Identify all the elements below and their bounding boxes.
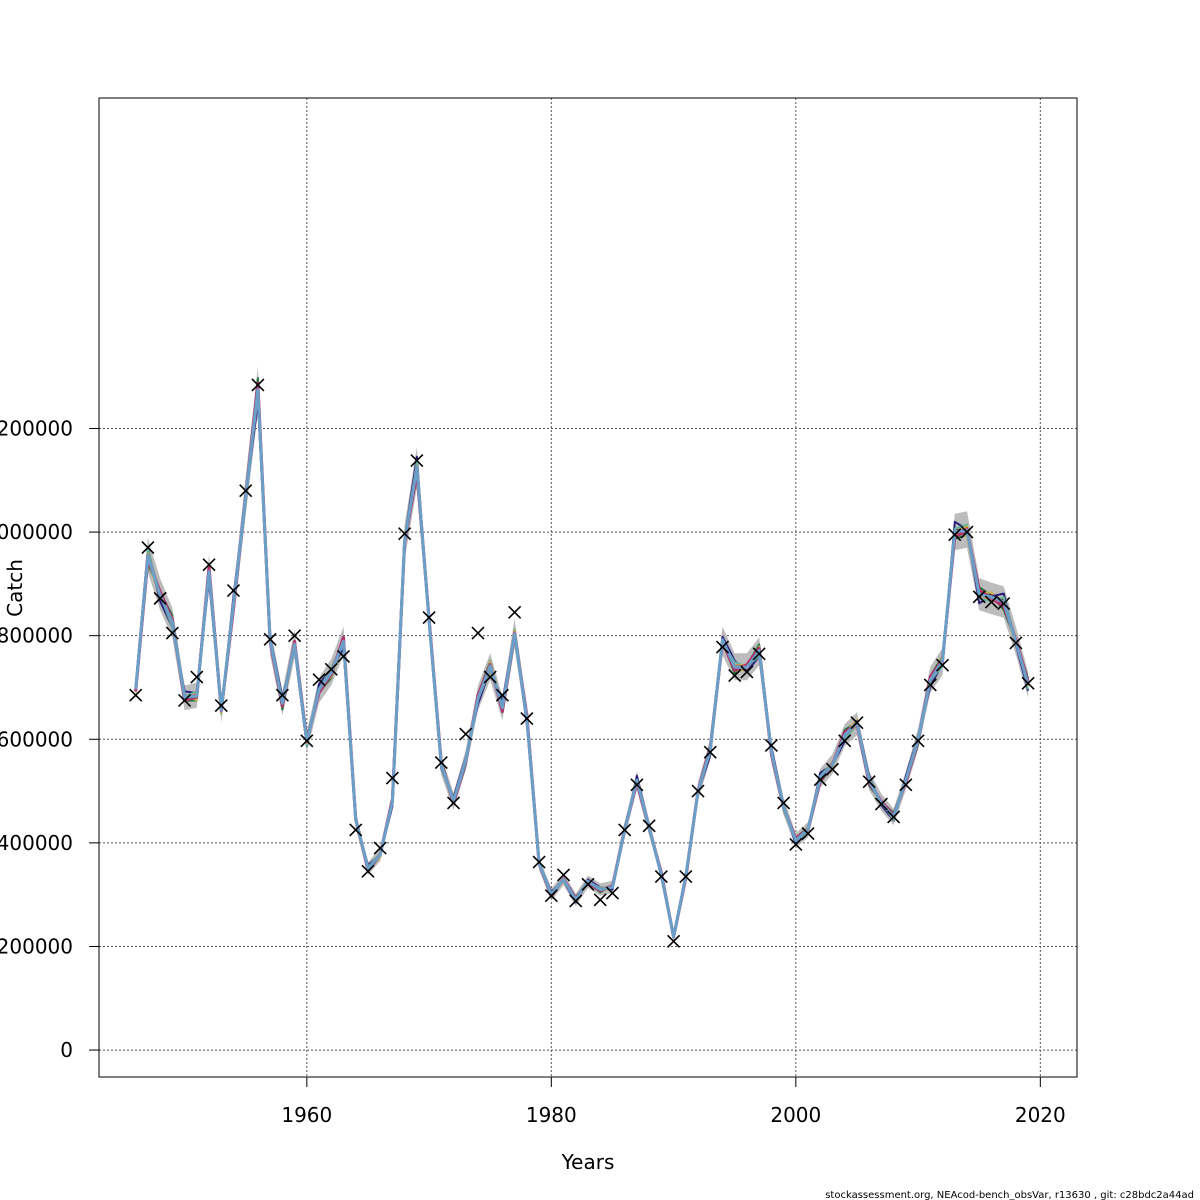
observed-point: [1009, 636, 1023, 650]
footer-credit: stockassessment.org, NEAcod-bench_obsVar…: [825, 1190, 1194, 1200]
observed-point: [679, 869, 693, 884]
observed-point: [398, 527, 412, 541]
observed-point: [740, 665, 754, 679]
observed-point: [777, 796, 791, 810]
observed-markers-layer: [129, 378, 1035, 948]
observed-point: [923, 678, 937, 692]
observed-point: [654, 869, 668, 884]
observed-point: [667, 934, 681, 948]
observed-point: [752, 647, 766, 661]
observed-point: [715, 640, 730, 654]
y-tick-label: 400000: [0, 831, 73, 855]
observed-point: [948, 528, 962, 542]
observed-point: [630, 778, 644, 792]
observed-point: [226, 584, 241, 598]
x-tick-label: 2020: [1015, 1103, 1066, 1127]
observed-point: [911, 734, 925, 748]
observed-point: [935, 658, 950, 672]
observed-point: [300, 734, 314, 748]
observed-point: [141, 541, 155, 555]
y-tick-label: 1000000: [0, 520, 73, 544]
observed-point: [349, 823, 363, 837]
grid-layer: [99, 98, 1077, 1077]
y-tick-label: 1200000: [0, 416, 73, 440]
observed-point: [434, 756, 448, 770]
y-axis-title: Catch: [3, 559, 27, 617]
observed-point: [618, 823, 632, 837]
observed-point: [887, 810, 901, 824]
observed-point: [532, 855, 546, 869]
observed-point: [605, 886, 620, 900]
observed-point: [520, 711, 534, 726]
observed-point: [251, 378, 265, 392]
observed-point: [703, 745, 717, 759]
observed-point: [556, 868, 571, 882]
observed-point: [972, 590, 986, 604]
observed-point: [581, 877, 595, 891]
observed-point: [569, 894, 583, 908]
observed-point: [813, 773, 827, 787]
x-tick-label: 1980: [526, 1103, 577, 1127]
observed-point: [165, 626, 179, 640]
observed-point: [178, 693, 192, 707]
observed-point: [838, 734, 852, 748]
observed-point: [728, 668, 742, 683]
observed-point: [202, 558, 216, 572]
observed-point: [239, 484, 253, 498]
observed-point: [446, 796, 461, 810]
observed-point: [691, 784, 705, 798]
y-tick-label: 0: [60, 1038, 73, 1062]
x-tick-label: 2000: [770, 1103, 821, 1127]
observed-point: [642, 819, 656, 833]
observed-point: [984, 595, 998, 609]
observed-point: [801, 826, 815, 841]
observed-point: [275, 688, 289, 702]
observed-point: [825, 762, 840, 776]
observed-point: [214, 699, 228, 713]
observed-point: [960, 525, 974, 539]
observed-point: [997, 596, 1011, 611]
x-axis-title: Years: [561, 1150, 615, 1174]
observed-point: [764, 738, 778, 753]
observed-point: [422, 610, 436, 625]
observed-point: [361, 864, 375, 878]
observed-point: [593, 893, 607, 907]
y-tick-label: 200000: [0, 934, 73, 958]
y-tick-label: 800000: [0, 624, 73, 648]
observed-point: [459, 727, 473, 741]
observed-point: [495, 688, 509, 702]
observed-point: [862, 775, 876, 789]
observed-point: [899, 778, 913, 792]
observed-point: [373, 841, 387, 855]
observed-point: [336, 649, 351, 663]
observed-point: [263, 632, 277, 646]
observed-point: [190, 670, 204, 684]
plot-frame: [98, 97, 1078, 1078]
observed-point: [483, 670, 497, 684]
observed-point: [324, 662, 338, 676]
y-tick-label: 600000: [0, 727, 73, 751]
observed-point: [410, 454, 424, 468]
observed-point: [288, 629, 302, 643]
observed-point: [1021, 676, 1035, 690]
observed-point: [385, 771, 399, 785]
observed-point: [874, 797, 888, 811]
observed-point: [544, 889, 558, 903]
observed-point: [850, 716, 864, 730]
observed-point: [312, 673, 326, 687]
x-axis: 1960 1980 2000 2020: [281, 1077, 1066, 1127]
observed-point: [129, 688, 143, 702]
observed-point: [789, 837, 803, 851]
observed-point: [508, 605, 522, 619]
x-tick-label: 1960: [281, 1103, 332, 1127]
observed-point: [471, 626, 485, 640]
y-axis: 0 200000 400000 600000 800000 1000000 1200000: [0, 416, 99, 1062]
observed-point: [153, 591, 167, 605]
